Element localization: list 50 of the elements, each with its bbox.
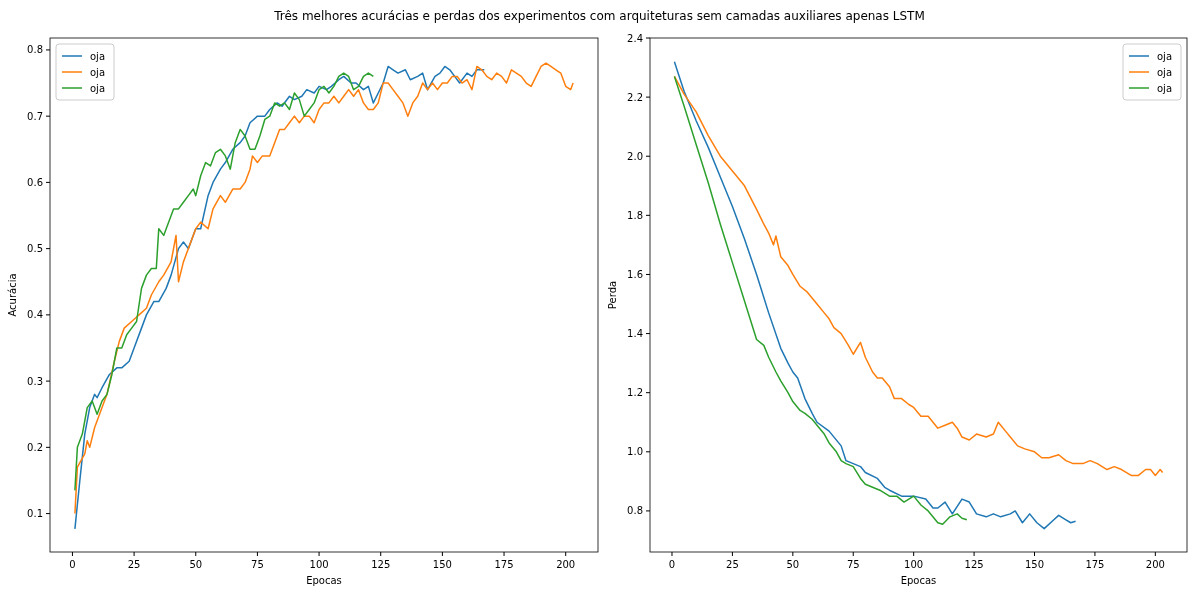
- y-tick-label: 2.2: [627, 91, 643, 103]
- x-tick-label: 150: [1024, 559, 1045, 570]
- line-series: [673, 60, 1077, 530]
- y-tick-label: 2.0: [627, 150, 643, 162]
- x-tick-label: 25: [127, 559, 141, 570]
- x-tick-label: 25: [726, 559, 739, 570]
- x-tick-label: 75: [251, 559, 264, 570]
- y-axis-title: Perda: [607, 280, 618, 310]
- y-tick-label: 0.2: [27, 441, 43, 453]
- y-tick-label: 0.8: [27, 44, 43, 56]
- y-tick-label: 1.2: [627, 387, 643, 399]
- x-tick-label: 75: [846, 559, 860, 570]
- x-axis-title: Epocas: [900, 575, 937, 586]
- legend-label: oja: [90, 82, 106, 94]
- line-series: [673, 75, 968, 525]
- x-tick-label: 200: [556, 559, 576, 570]
- chart-title: Três melhores acurácias e perdas dos experimentos com arquiteturas sem camadas auxiliares apenas LSTM: [273, 9, 925, 23]
- y-tick-label: 0.7: [27, 110, 43, 122]
- x-tick-label: 0: [668, 559, 676, 570]
- x-tick-label: 0: [69, 559, 76, 570]
- legend-label: oja: [1157, 82, 1173, 94]
- y-axis-title: Acurácia: [7, 273, 18, 317]
- legend-label: oja: [90, 50, 106, 62]
- x-tick-label: 100: [904, 559, 924, 570]
- y-tick-label: 0.8: [627, 505, 643, 517]
- line-series: [74, 62, 574, 515]
- y-tick-label: 2.4: [627, 32, 643, 44]
- y-tick-label: 1.8: [627, 209, 643, 221]
- x-axis-title: Epocas: [306, 575, 342, 586]
- y-tick-label: 1.6: [627, 268, 643, 280]
- legend-label: oja: [1157, 66, 1173, 78]
- x-tick-label: 150: [432, 559, 452, 570]
- x-tick-label: 50: [189, 559, 203, 570]
- y-tick-label: 1.4: [627, 328, 643, 340]
- y-tick-label: 0.6: [27, 176, 43, 188]
- y-tick-label: 1.0: [627, 446, 643, 458]
- y-tick-label: 0.5: [27, 243, 43, 255]
- x-tick-label: 50: [786, 559, 800, 570]
- x-tick-label: 200: [1145, 559, 1165, 570]
- x-tick-label: 125: [371, 559, 391, 570]
- y-tick-label: 0.1: [27, 508, 43, 520]
- y-tick-label: 0.3: [27, 375, 43, 387]
- x-tick-label: 125: [964, 559, 984, 570]
- legend-label: oja: [1157, 50, 1173, 62]
- x-tick-label: 175: [1085, 559, 1105, 570]
- y-tick-label: 0.4: [27, 309, 43, 321]
- line-series: [74, 65, 486, 530]
- x-tick-label: 175: [494, 559, 514, 570]
- legend-label: oja: [90, 66, 106, 78]
- x-tick-label: 100: [309, 559, 329, 570]
